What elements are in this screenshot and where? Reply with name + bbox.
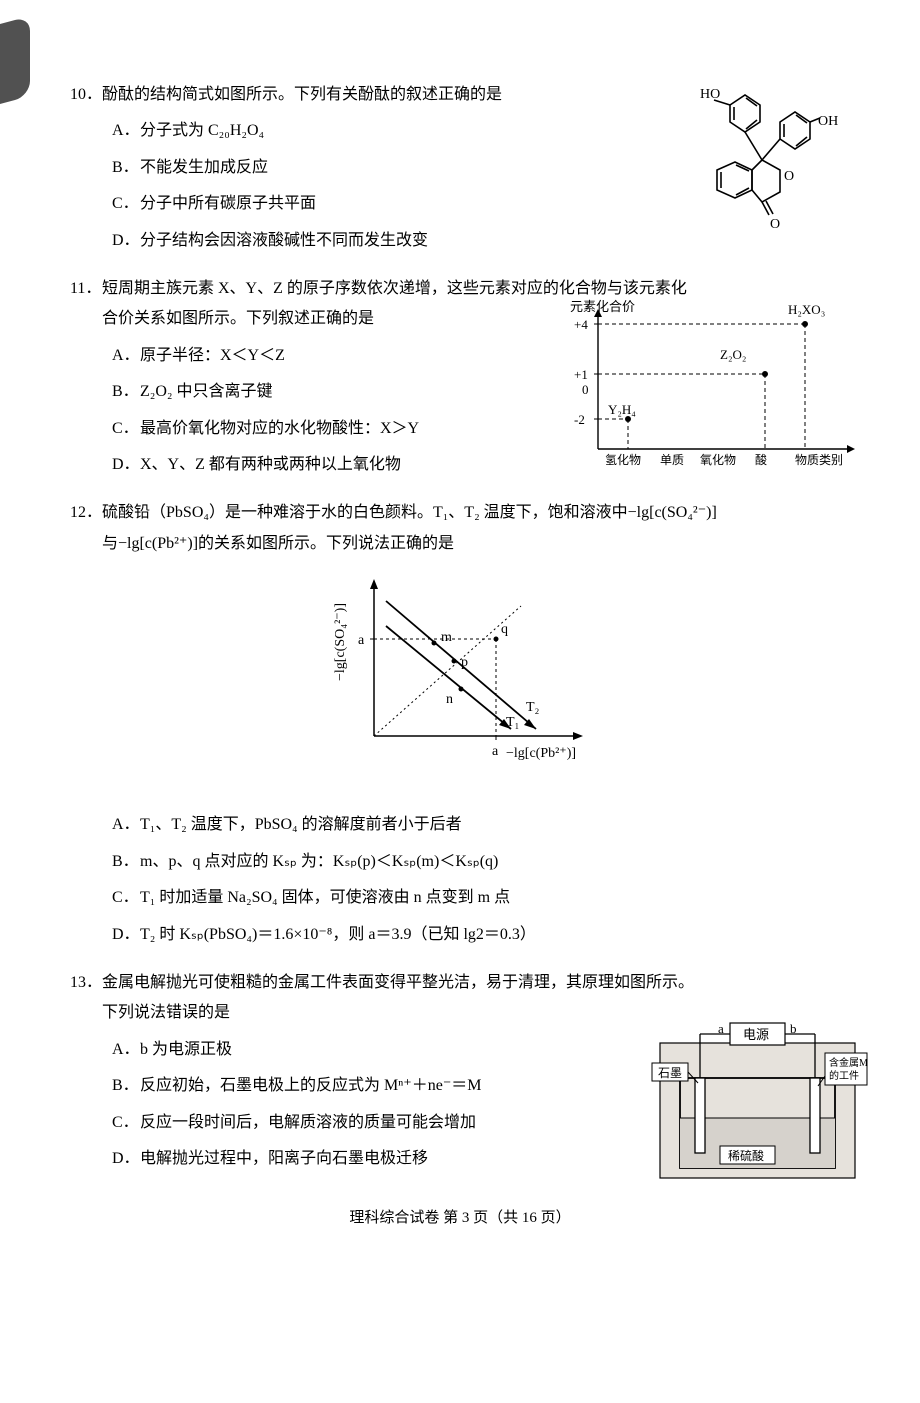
svg-text:q: q [501, 622, 508, 637]
q13-option-c: C．反应一段时间后，电解质溶液的质量可能会增加 [112, 1108, 665, 1138]
q11-option-b: B．Z₂O₂ 中只含离子键 [112, 377, 570, 407]
q12-opt-b-text: m、p、q 点对应的 Kₛₚ 为：Kₛₚ(p)＜Kₛₚ(m)＜Kₛₚ(q) [140, 853, 498, 870]
svg-text:a: a [358, 633, 365, 648]
svg-text:+1: +1 [574, 367, 588, 382]
q11-opt-c-text: 最高价氧化物对应的水化物酸性：X＞Y [140, 420, 419, 437]
svg-text:−lg[c(Pb²⁺)]: −lg[c(Pb²⁺)] [506, 746, 576, 761]
q10-option-b: B．不能发生加成反应 [112, 153, 665, 183]
svg-text:T₂: T₂ [526, 700, 540, 715]
label-oh: OH [818, 114, 838, 129]
ksp-graph-icon: −lg[c(SO₄²⁻)] a a T₁ [326, 571, 626, 781]
q13-opt-c-text: 反应一段时间后，电解质溶液的质量可能会增加 [140, 1114, 476, 1131]
label-ho: HO [700, 87, 720, 102]
label-b: b [790, 1021, 797, 1036]
svg-text:−lg[c(SO₄²⁻)]: −lg[c(SO₄²⁻)] [333, 603, 348, 681]
svg-text:n: n [446, 692, 453, 707]
q10-opt-a-text: 分子式为 C₂₀H₂O₄ [140, 122, 264, 139]
q12-stem-a: 硫酸铅（PbSO₄）是一种难溶于水的白色颜料。T₁、T₂ 温度下，饱和溶液中−l… [102, 498, 850, 528]
q10-option-d: D．分子结构会因溶液酸碱性不同而发生改变 [112, 226, 665, 256]
label-graphite: 石墨 [658, 1066, 682, 1080]
q12-option-b: B．m、p、q 点对应的 Kₛₚ 为：Kₛₚ(p)＜Kₛₚ(m)＜Kₛₚ(q) [112, 847, 850, 877]
q13-opt-d-text: 电解抛光过程中，阳离子向石墨电极迁移 [140, 1150, 428, 1167]
label-a: a [718, 1021, 724, 1036]
svg-text:酸: 酸 [755, 452, 767, 467]
q11-figure: 元素化合价 +4 +1 0 -2 Y₂H₄ Z₂O₂ H₂XO₃ [550, 299, 870, 490]
q13-option-a: A．b 为电源正极 [112, 1035, 665, 1065]
q12-option-d: D．T₂ 时 Kₛₚ(PbSO₄)＝1.6×10⁻⁸，则 a＝3.9（已知 lg… [112, 920, 850, 950]
svg-text:p: p [461, 655, 468, 670]
question-13: 13． 金属电解抛光可使粗糙的金属工件表面变得平整光洁，易于清理，其原理如图所示… [70, 968, 850, 1174]
q12-opt-c-text: T₁ 时加适量 Na₂SO₄ 固体，可使溶液由 n 点变到 m 点 [140, 889, 510, 906]
q13-option-d: D．电解抛光过程中，阳离子向石墨电极迁移 [112, 1144, 665, 1174]
svg-text:0: 0 [582, 382, 589, 397]
q10-option-c: C．分子中所有碳原子共平面 [112, 189, 665, 219]
svg-text:Z₂O₂: Z₂O₂ [720, 347, 746, 362]
q11-opt-b-text: Z₂O₂ 中只含离子键 [140, 383, 273, 400]
svg-text:-2: -2 [574, 412, 585, 427]
q12-opt-d-text: T₂ 时 Kₛₚ(PbSO₄)＝1.6×10⁻⁸，则 a＝3.9（已知 lg2＝… [140, 926, 536, 943]
label-o1: O [784, 169, 794, 184]
q10-figure: HO OH O O [670, 80, 850, 261]
svg-text:含金属M: 含金属M [829, 1056, 868, 1069]
svg-text:Y₂H₄: Y₂H₄ [608, 402, 636, 417]
q13-option-b: B．反应初始，石墨电极上的反应式为 Mⁿ⁺＋ne⁻＝M [112, 1071, 665, 1101]
q12-figure: −lg[c(SO₄²⁻)] a a T₁ [102, 571, 850, 792]
q12-option-a: A．T₁、T₂ 温度下，PbSO₄ 的溶解度前者小于后者 [112, 810, 850, 840]
question-12: 12． 硫酸铅（PbSO₄）是一种难溶于水的白色颜料。T₁、T₂ 温度下，饱和溶… [70, 498, 850, 950]
svg-text:单质: 单质 [660, 453, 684, 467]
q12-number: 12． [70, 498, 102, 528]
q11-opt-a-text: 原子半径：X＜Y＜Z [140, 347, 285, 364]
q12-stem-b: 与−lg[c(Pb²⁺)]的关系如图所示。下列说法正确的是 [102, 529, 850, 559]
svg-text:+4: +4 [574, 317, 588, 332]
q13-opt-a-text: b 为电源正极 [140, 1041, 232, 1058]
q10-opt-d-text: 分子结构会因溶液酸碱性不同而发生改变 [140, 232, 428, 249]
svg-text:a: a [492, 744, 499, 759]
page-footer: 理科综合试卷 第 3 页（共 16 页） [70, 1204, 850, 1233]
q11-option-a: A．原子半径：X＜Y＜Z [112, 341, 570, 371]
svg-text:氢化物: 氢化物 [605, 452, 641, 467]
svg-text:氧化物: 氧化物 [700, 453, 736, 467]
svg-text:H₂XO₃: H₂XO₃ [788, 302, 825, 317]
question-11: 11． 短周期主族元素 X、Y、Z 的原子序数依次递增，这些元素对应的化合物与该… [70, 274, 850, 480]
phenolphthalein-structure-icon: HO OH O O [670, 80, 850, 250]
q13-stem-a: 金属电解抛光可使粗糙的金属工件表面变得平整光洁，易于清理，其原理如图所示。 [102, 968, 850, 998]
q10-opt-b-text: 不能发生加成反应 [140, 159, 268, 176]
label-acid: 稀硫酸 [728, 1148, 764, 1163]
q11-number: 11． [70, 274, 102, 304]
q11-opt-d-text: X、Y、Z 都有两种或两种以上氧化物 [140, 456, 401, 473]
svg-text:物质类别: 物质类别 [795, 453, 843, 467]
q13-figure: 电源 a b 石墨 含金属M 的工件 稀硫酸 [650, 1008, 870, 1199]
question-10: 10． 酚酞的结构简式如图所示。下列有关酚酞的叙述正确的是 A．分子式为 C₂₀… [70, 80, 850, 256]
svg-text:的工件: 的工件 [829, 1069, 859, 1082]
q10-opt-c-text: 分子中所有碳原子共平面 [140, 195, 316, 212]
q13-opt-b-text: 反应初始，石墨电极上的反应式为 Mⁿ⁺＋ne⁻＝M [140, 1077, 482, 1094]
svg-text:m: m [441, 630, 452, 645]
q12-option-c: C．T₁ 时加适量 Na₂SO₄ 固体，可使溶液由 n 点变到 m 点 [112, 883, 850, 913]
valence-chart-icon: 元素化合价 +4 +1 0 -2 Y₂H₄ Z₂O₂ H₂XO₃ [550, 299, 870, 479]
label-o2: O [770, 217, 780, 232]
q10-number: 10． [70, 80, 102, 110]
q11-ylabel: 元素化合价 [570, 299, 635, 314]
q12-opt-a-text: T₁、T₂ 温度下，PbSO₄ 的溶解度前者小于后者 [140, 816, 462, 833]
q11-option-c: C．最高价氧化物对应的水化物酸性：X＞Y [112, 414, 570, 444]
label-power: 电源 [743, 1027, 769, 1042]
q10-option-a: A．分子式为 C₂₀H₂O₄ [112, 116, 665, 146]
electrolysis-diagram-icon: 电源 a b 石墨 含金属M 的工件 稀硫酸 [650, 1008, 870, 1188]
q13-number: 13． [70, 968, 102, 998]
page-curl-decoration [0, 16, 30, 104]
